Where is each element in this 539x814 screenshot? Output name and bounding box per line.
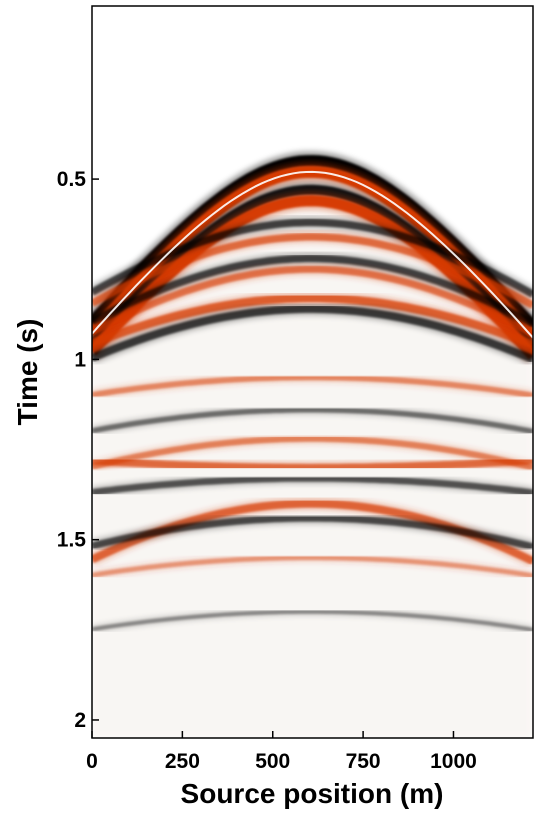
seismic-event-3 [92,195,533,360]
seismic-event-10 [92,374,533,399]
seismic-event-16 [92,514,533,551]
plot-frame [91,5,534,739]
seismic-event-7 [92,265,533,338]
seismic-event-14 [92,475,533,497]
seismic-event-17 [92,555,533,579]
x-tick-label: 1000 [430,750,477,773]
x-axis: 0 250 500 750 1000 [86,731,477,773]
x-tick-label: 250 [165,750,200,773]
seismic-event-13 [92,456,533,472]
seismic-event-12 [92,435,533,471]
y-tick-label: 0.5 [57,168,87,191]
y-tick-label: 1.5 [57,529,87,552]
seismic-events [92,151,533,738]
seismic-event-8 [92,293,533,349]
seismic-event-9 [92,304,533,364]
seismic-event-18 [92,609,533,632]
event-highlight [92,170,533,339]
seismic-event-11 [92,407,533,435]
seismic-event-6 [92,254,533,327]
y-tick-label: 1 [74,348,86,371]
x-tick-label: 0 [86,750,98,773]
y-axis: 0.5 1 1.5 2 [57,168,99,732]
x-tick-label: 750 [346,750,381,773]
x-tick-label: 500 [255,750,290,773]
seismic-event-5 [92,233,533,309]
y-tick-label: 2 [74,709,86,732]
background-haze [92,153,533,738]
y-axis-label: Time (s) [12,319,43,426]
x-axis-label: Source position (m) [181,778,444,809]
